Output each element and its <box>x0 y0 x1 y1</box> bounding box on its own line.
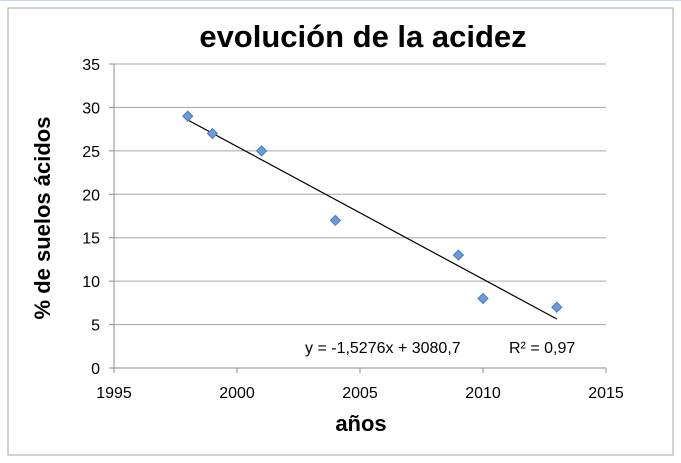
gridlines <box>109 63 606 369</box>
x-tick-label: 2000 <box>219 385 255 402</box>
y-tick-label: 10 <box>82 274 100 291</box>
y-tick-labels: 0 5 10 15 20 25 30 35 <box>82 57 100 378</box>
data-point <box>477 292 489 305</box>
data-point <box>551 301 563 313</box>
data-point <box>206 127 219 140</box>
data-point <box>255 145 268 157</box>
y-axis-title: % de suelos ácidos <box>30 117 55 320</box>
y-tick-label: 0 <box>91 361 100 378</box>
x-tick-label: 2010 <box>465 385 501 402</box>
data-points <box>182 110 563 313</box>
chart-title: evolución de la acidez <box>199 19 526 54</box>
y-tick-label: 35 <box>82 57 100 74</box>
y-tick-label: 30 <box>82 100 100 117</box>
y-tick-label: 5 <box>91 318 100 335</box>
x-tick-label: 2005 <box>342 385 378 402</box>
x-tick-labels: 1995 2000 2005 2010 2015 <box>96 385 624 402</box>
trendline-equation: y = -1,5276x + 3080,7 <box>305 340 461 357</box>
data-point <box>182 110 194 122</box>
y-tick-label: 15 <box>82 231 100 248</box>
data-point <box>452 249 465 261</box>
x-axis-title: años <box>335 411 386 436</box>
chart-border <box>7 7 674 456</box>
x-tick-label: 2015 <box>588 385 624 402</box>
x-tick-label: 1995 <box>96 385 132 402</box>
trendline <box>187 119 558 320</box>
y-tick-label: 25 <box>82 144 100 161</box>
r-squared-label: R² = 0,97 <box>509 340 575 357</box>
axes <box>113 64 607 373</box>
y-tick-label: 20 <box>82 187 100 204</box>
data-point <box>329 214 342 227</box>
